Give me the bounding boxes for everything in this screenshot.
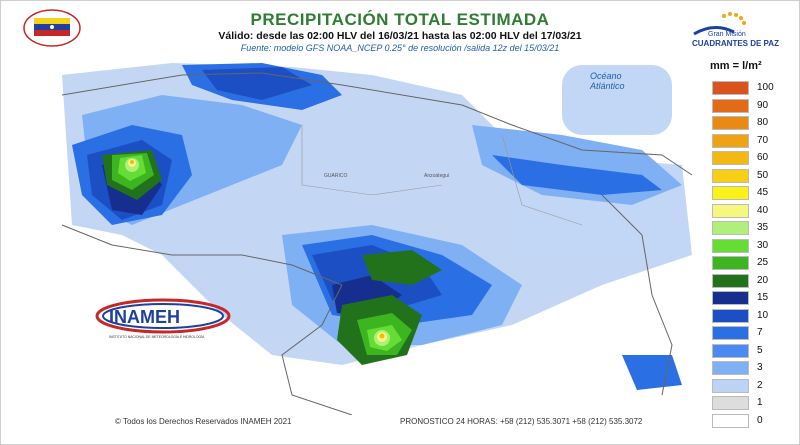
legend-label: 40 bbox=[757, 204, 769, 216]
legend-row: 5 bbox=[712, 343, 792, 361]
legend-swatch bbox=[712, 98, 749, 113]
legend-swatch bbox=[712, 256, 749, 270]
precipitation-legend: 100 90 80 70 60 50 45 40 35 30 25 20 15 10 7 5 3 2 1 0 bbox=[712, 80, 792, 430]
legend-label: 2 bbox=[757, 379, 763, 391]
legend-swatch bbox=[712, 343, 749, 358]
legend-row: 3 bbox=[712, 360, 792, 378]
state-label-anzoategui: Anzoátegui bbox=[424, 173, 449, 179]
legend-label: 5 bbox=[757, 344, 763, 356]
legend-row: 50 bbox=[712, 168, 792, 186]
legend-row: 45 bbox=[712, 185, 792, 203]
legend-label: 80 bbox=[757, 117, 769, 128]
legend-row: 2 bbox=[712, 378, 792, 396]
legend-row: 30 bbox=[712, 238, 792, 256]
legend-swatch bbox=[712, 361, 749, 375]
legend-row: 35 bbox=[712, 220, 792, 238]
legend-label: 0 bbox=[757, 414, 763, 426]
legend-swatch bbox=[712, 133, 749, 148]
legend-label: 20 bbox=[757, 274, 769, 286]
legend-row: 70 bbox=[712, 133, 792, 151]
government-seal-logo bbox=[23, 9, 81, 47]
legend-label: 60 bbox=[757, 152, 769, 163]
footer-copyright: © Todos los Derechos Reservados INAMEH 2… bbox=[115, 417, 292, 426]
legend-row: 25 bbox=[712, 255, 792, 273]
footer-forecast-contact: PRONOSTICO 24 HORAS: +58 (212) 535.3071 … bbox=[400, 417, 643, 426]
legend-swatch bbox=[712, 378, 749, 393]
legend-row: 1 bbox=[712, 395, 792, 413]
state-label-guarico: GUARICO bbox=[324, 173, 347, 179]
legend-swatch bbox=[712, 186, 749, 200]
legend-swatch bbox=[712, 221, 749, 235]
legend-swatch bbox=[712, 273, 749, 288]
legend-label: 1 bbox=[757, 397, 763, 408]
legend-label: 45 bbox=[757, 187, 769, 198]
inameh-logo-text: INAMEH bbox=[109, 307, 180, 327]
legend-row: 7 bbox=[712, 325, 792, 343]
legend-row: 40 bbox=[712, 203, 792, 221]
legend-row: 10 bbox=[712, 308, 792, 326]
precipitation-map: Océano Atlántico GUARICO Anzoátegui bbox=[42, 55, 699, 415]
map-title: PRECIPITACIÓN TOTAL ESTIMADA bbox=[250, 10, 550, 29]
map-source: Fuente: modelo GFS NOAA_NCEP 0.25° de re… bbox=[240, 43, 560, 53]
legend-title: mm = l/m² bbox=[710, 60, 762, 72]
legend-row: 80 bbox=[712, 115, 792, 133]
legend-swatch bbox=[712, 168, 749, 183]
legend-label: 35 bbox=[757, 222, 769, 233]
legend-swatch bbox=[712, 116, 749, 130]
legend-swatch bbox=[712, 291, 749, 305]
legend-label: 100 bbox=[757, 82, 774, 93]
ocean-label-1: Océano bbox=[590, 71, 622, 81]
inameh-logo: INAMEH INSTITUTO NACIONAL DE METEOROLOGÍ… bbox=[95, 298, 231, 339]
inameh-logo-caption: INSTITUTO NACIONAL DE METEOROLOGÍA E HID… bbox=[109, 335, 205, 339]
map-validity: Válido: desde las 02:00 HLV del 16/03/21… bbox=[218, 30, 582, 42]
legend-row: 90 bbox=[712, 98, 792, 116]
legend-label: 50 bbox=[757, 169, 769, 181]
legend-label: 70 bbox=[757, 134, 769, 146]
legend-swatch bbox=[712, 203, 749, 218]
partner-logo-line-1: Gran Misión bbox=[708, 31, 746, 38]
legend-label: 3 bbox=[757, 362, 763, 373]
legend-row: 15 bbox=[712, 290, 792, 308]
legend-row: 20 bbox=[712, 273, 792, 291]
ocean-label-2: Atlántico bbox=[589, 81, 625, 91]
legend-label: 10 bbox=[757, 309, 769, 321]
legend-swatch bbox=[712, 396, 749, 410]
legend-label: 90 bbox=[757, 99, 769, 111]
legend-swatch bbox=[712, 413, 749, 428]
legend-row: 100 bbox=[712, 80, 792, 98]
partner-logo-line-2: CUADRANTES DE PAZ bbox=[692, 39, 779, 48]
legend-label: 30 bbox=[757, 239, 769, 251]
legend-swatch bbox=[712, 308, 749, 323]
legend-label: 25 bbox=[757, 257, 769, 268]
legend-row: 0 bbox=[712, 413, 792, 431]
legend-label: 7 bbox=[757, 327, 763, 338]
legend-swatch bbox=[712, 238, 749, 253]
cuadrantes-de-paz-logo: Gran Misión CUADRANTES DE PAZ bbox=[692, 12, 779, 48]
legend-swatch bbox=[712, 151, 749, 165]
legend-swatch bbox=[712, 81, 749, 95]
legend-swatch bbox=[712, 326, 749, 340]
legend-label: 15 bbox=[757, 292, 769, 303]
legend-row: 60 bbox=[712, 150, 792, 168]
